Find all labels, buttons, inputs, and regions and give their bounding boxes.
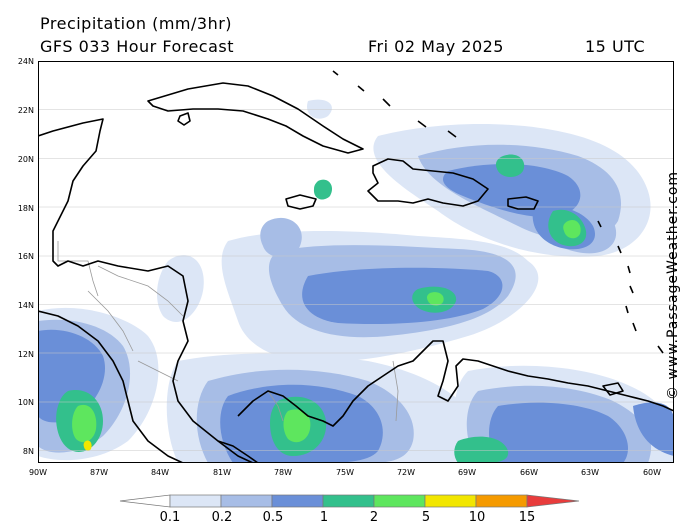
forecast-date: Fri 02 May 2025 [368,37,504,56]
lat-label: 22N [17,106,34,115]
forecast-time: 15 UTC [585,37,646,56]
lon-label: 81W [212,468,232,477]
legend-label: 0.2 [211,510,233,525]
lat-label: 24N [17,57,34,66]
legend-label: 2 [369,510,379,525]
lat-label: 10N [17,398,34,407]
legend-label: 0.5 [262,510,284,525]
lon-label: 69W [457,468,477,477]
precip-2-layer [72,219,581,443]
color-scale-legend [119,494,580,508]
lon-label: 87W [89,468,109,477]
legend-swatch [424,494,477,508]
legend-label: 5 [421,510,431,525]
lat-label: 16N [17,252,34,261]
lon-label: 72W [396,468,416,477]
legend-label: 15 [518,510,536,525]
legend-swatch [119,494,171,508]
lat-label: 14N [17,301,34,310]
site-credit: © www.PassageWeather.com [665,170,681,400]
lon-label: 78W [273,468,293,477]
legend-label: 10 [468,510,486,525]
lon-label: 75W [335,468,355,477]
legend-swatch [220,494,273,508]
lon-label: 63W [580,468,600,477]
precip-1-layer [56,154,587,463]
precipitation-map [38,61,674,463]
lon-label: 84W [150,468,170,477]
map-frame [38,61,674,463]
map-title: Precipitation (mm/3hr) [40,14,233,33]
legend-swatch [322,494,375,508]
precip-5-layer [83,440,92,451]
lat-label: 20N [17,155,34,164]
graticule [38,109,674,451]
lat-label: 12N [17,350,34,359]
legend-swatch [169,494,222,508]
legend-label: 1 [319,510,329,525]
legend-swatch [373,494,426,508]
lat-label: 8N [22,447,34,456]
legend-label: 0.1 [159,510,181,525]
lon-label: 66W [519,468,539,477]
lon-label: 90W [28,468,48,477]
legend-swatch [475,494,528,508]
lon-label: 60W [642,468,662,477]
lat-label: 18N [17,204,34,213]
legend-swatch [526,494,580,508]
forecast-subtitle: GFS 033 Hour Forecast [40,37,235,56]
legend-swatch [271,494,324,508]
country-borders [57,241,399,422]
coastlines [38,70,674,463]
